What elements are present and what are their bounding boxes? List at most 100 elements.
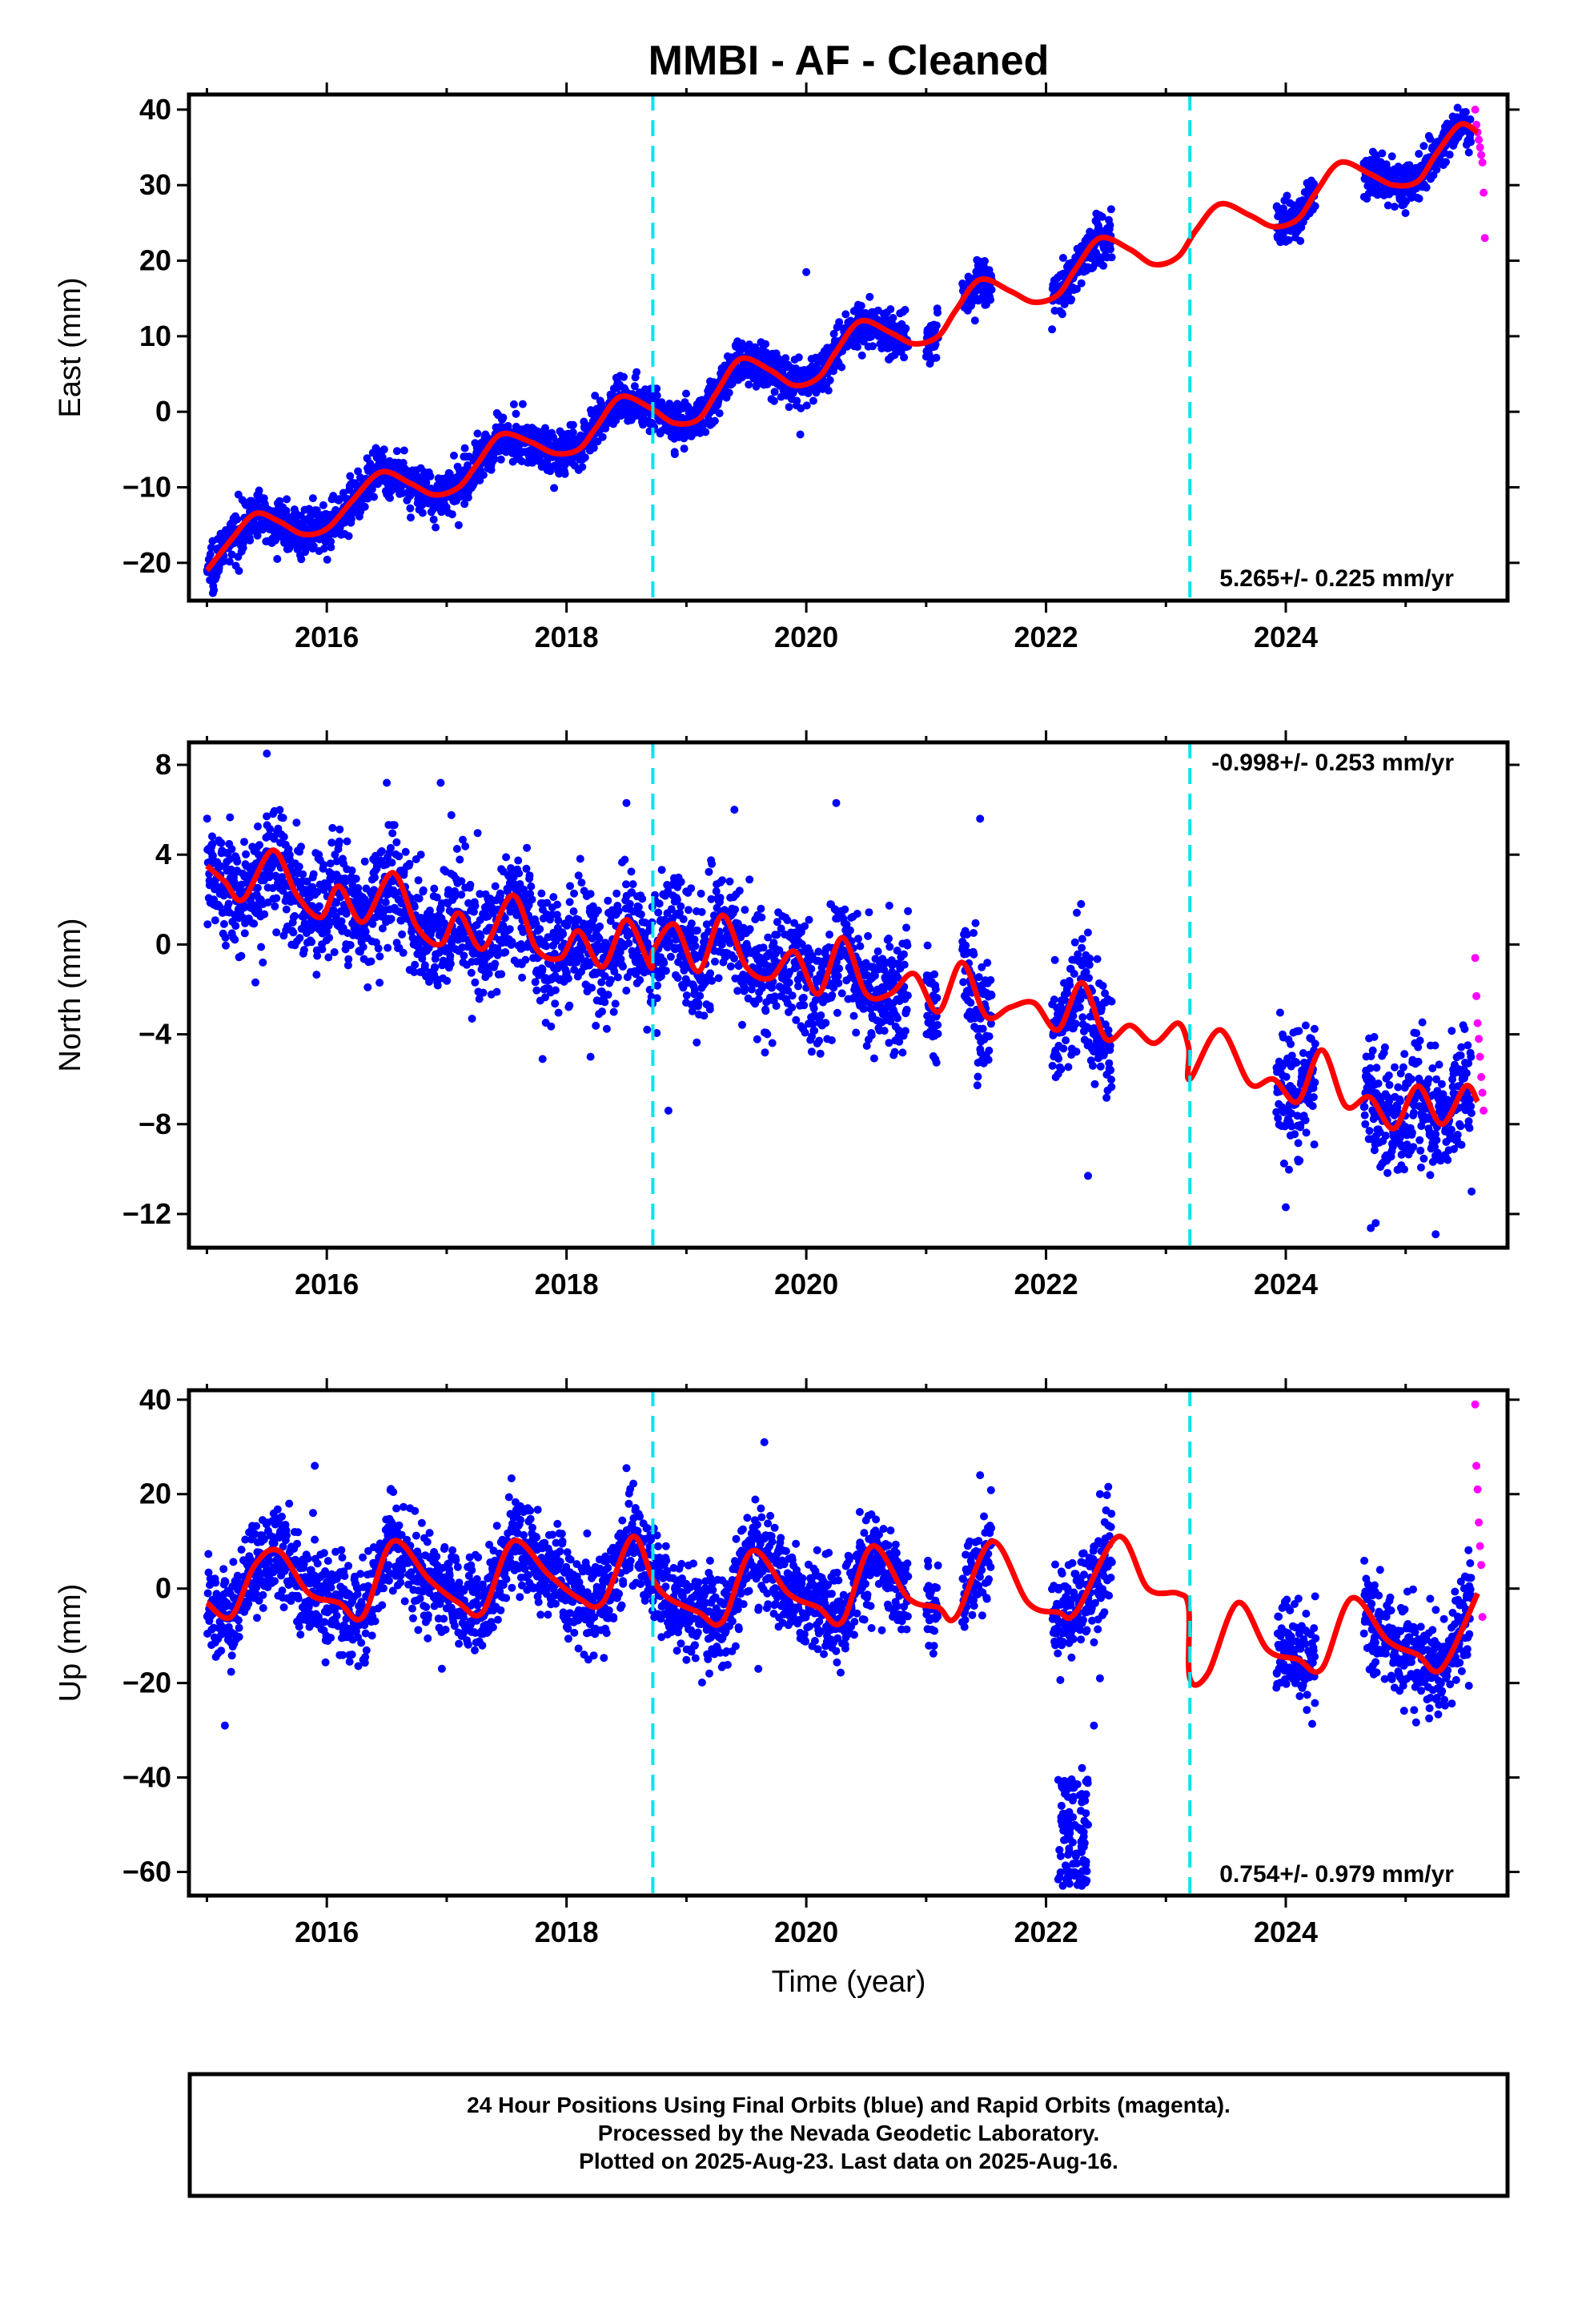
final-orbit-point: [315, 902, 323, 911]
final-orbit-point: [282, 905, 291, 914]
final-orbit-point: [1296, 236, 1305, 245]
final-orbit-point: [684, 906, 693, 915]
final-orbit-point: [559, 930, 568, 939]
final-orbit-point: [1048, 325, 1057, 334]
final-orbit-point: [1387, 152, 1396, 161]
final-orbit-point: [815, 1036, 824, 1045]
final-orbit-point: [491, 882, 500, 891]
final-orbit-point: [591, 392, 600, 400]
rapid-orbit-point: [1477, 151, 1486, 159]
final-orbit-point: [705, 867, 713, 876]
final-orbit-point: [652, 391, 661, 400]
final-orbit-point: [829, 329, 838, 338]
final-orbit-point: [799, 993, 808, 1002]
final-orbit-point: [1107, 253, 1116, 262]
final-orbit-point: [757, 904, 765, 913]
final-orbit-point: [508, 938, 516, 947]
final-orbit-point: [860, 1004, 869, 1013]
final-orbit-point: [708, 976, 717, 985]
final-orbit-point: [653, 981, 662, 990]
final-orbit-point: [986, 296, 995, 304]
final-orbit-outlier: [208, 589, 217, 597]
final-orbit-point: [323, 555, 331, 564]
final-orbit-point: [536, 925, 544, 934]
final-orbit-point: [741, 984, 749, 993]
final-orbit-point: [335, 837, 343, 846]
final-orbit-point: [259, 958, 267, 967]
final-orbit-point: [255, 841, 264, 850]
final-orbit-point: [386, 493, 394, 502]
final-orbit-point: [307, 938, 316, 947]
final-orbit-point: [268, 884, 277, 892]
final-orbit-point: [690, 935, 699, 944]
final-orbit-point: [592, 1021, 600, 1030]
final-orbit-point: [589, 444, 598, 452]
final-orbit-point: [456, 855, 464, 864]
final-orbit-point: [222, 941, 230, 950]
final-orbit-point: [987, 285, 996, 294]
final-orbit-point: [807, 1047, 816, 1056]
final-orbit-point: [422, 478, 431, 487]
final-orbit-point: [1372, 184, 1381, 193]
final-orbit-point: [825, 376, 834, 384]
final-orbit-point: [318, 945, 327, 954]
final-orbit-point: [273, 555, 282, 563]
final-orbit-point: [706, 969, 715, 978]
final-orbit-point: [620, 372, 628, 381]
final-orbit-point: [410, 903, 419, 911]
final-orbit-point: [900, 353, 909, 362]
final-orbit-point: [392, 838, 401, 846]
final-orbit-point: [254, 906, 263, 915]
final-orbit-point: [1060, 300, 1069, 308]
rapid-orbit-point: [1475, 135, 1484, 144]
final-orbit-point: [467, 968, 476, 977]
final-orbit-point: [794, 982, 802, 991]
final-orbit-point: [432, 523, 440, 532]
final-orbit-point: [865, 292, 874, 301]
final-orbit-point: [253, 883, 262, 892]
final-orbit-point: [414, 876, 423, 885]
final-orbit-point: [361, 927, 370, 936]
final-orbit-point: [295, 862, 303, 871]
final-orbit-point: [1419, 142, 1428, 151]
final-orbit-point: [730, 954, 738, 963]
final-orbit-point: [783, 916, 792, 925]
final-orbit-point: [219, 919, 228, 928]
final-orbit-point: [549, 893, 558, 902]
final-orbit-point: [835, 318, 844, 327]
final-orbit-point: [1106, 245, 1114, 254]
final-orbit-point: [418, 509, 427, 517]
final-orbit-point: [800, 1001, 809, 1010]
final-orbit-point: [327, 838, 336, 847]
final-orbit-point: [688, 1007, 697, 1015]
final-orbit-point: [609, 1007, 618, 1016]
final-orbit-point: [279, 814, 287, 822]
final-orbit-point: [788, 1003, 797, 1012]
final-orbit-point: [675, 908, 684, 917]
final-orbit-point: [430, 884, 439, 893]
final-orbit-point: [224, 899, 233, 908]
final-orbit-point: [392, 447, 401, 456]
final-orbit-point: [837, 989, 846, 998]
final-orbit-point: [788, 991, 797, 1000]
final-orbit-point: [532, 986, 541, 995]
final-orbit-point: [576, 854, 584, 863]
final-orbit-point: [395, 852, 404, 861]
final-orbit-point: [636, 975, 644, 984]
final-orbit-point: [550, 484, 559, 493]
final-orbit-point: [564, 974, 572, 983]
final-orbit-point: [660, 959, 669, 967]
final-orbit-point: [600, 972, 609, 980]
final-orbit-point: [1098, 212, 1106, 221]
final-orbit-point: [604, 991, 612, 999]
final-orbit-point: [390, 821, 399, 830]
final-orbit-point: [1461, 107, 1470, 116]
final-orbit-point: [278, 873, 287, 882]
final-orbit-point: [574, 871, 583, 880]
final-orbit-point: [764, 933, 773, 942]
final-orbit-point: [1072, 284, 1081, 293]
final-orbit-point: [378, 924, 387, 933]
final-orbit-point: [577, 879, 586, 887]
final-orbit-point: [464, 493, 472, 502]
